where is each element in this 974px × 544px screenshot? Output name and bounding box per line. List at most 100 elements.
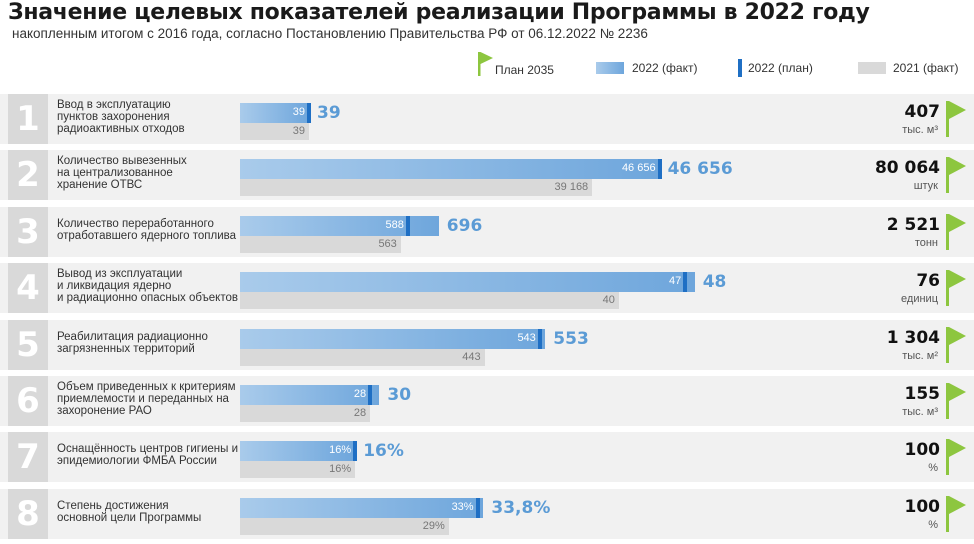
indicator-label-line: и радиационно опасных объектов (57, 292, 238, 304)
plan-2035-flag-icon (946, 214, 966, 250)
plan-2035-flag-icon (946, 270, 966, 306)
bar-fact-2022 (240, 272, 695, 292)
plan-2022-marker (368, 385, 373, 405)
row-background (0, 432, 974, 482)
row-number: 1 (8, 94, 48, 144)
plan-2035-flag-icon (946, 496, 966, 532)
bar-fact-2021 (240, 292, 619, 309)
target-2035-value: 2 521 (886, 215, 940, 235)
fact-2021-value-label: 29% (422, 520, 445, 532)
plan-2022-value-label: 16% (329, 444, 352, 456)
target-2035-unit: % (928, 519, 938, 531)
indicator-label-line: захоронение РАО (57, 405, 152, 417)
plan-2022-value-label: 39 (292, 106, 305, 118)
plan-2022-marker (683, 272, 688, 292)
bar-fact-2022 (240, 159, 660, 179)
row-number: 6 (8, 376, 48, 426)
plan-2022-marker (657, 159, 662, 179)
legend-fact2022-swatch (596, 62, 624, 74)
target-2035-unit: единиц (901, 293, 938, 305)
indicator-label-line: эпидемиологии ФМБА России (57, 455, 217, 467)
row-background (0, 376, 974, 426)
row-background (0, 207, 974, 257)
indicator-label: Оснащённость центров гигиены и эпидемиоло… (57, 443, 247, 467)
indicator-label-line: Количество вывезенных (57, 155, 187, 167)
indicator-label-line: Вывод из эксплуатации (57, 268, 183, 280)
indicator-label-line: и ликвидация ядерно (57, 280, 172, 292)
plan-2035-flag-icon (946, 157, 966, 193)
fact-2022-value-label: 33,8% (491, 498, 551, 518)
indicator-label-line: Оснащённость центров гигиены и (57, 443, 239, 455)
target-2035-value: 1 304 (886, 328, 940, 348)
indicator-label: Объем приведенных к критериям приемлемост… (57, 381, 247, 417)
fact-2021-value-label: 28 (353, 407, 367, 419)
row-background (0, 94, 974, 144)
plan-2035-flag-icon (946, 327, 966, 363)
indicator-label: Вывод из эксплуатации и ликвидация ядерно… (57, 268, 247, 304)
plan-2022-value-label: 33% (451, 501, 474, 513)
bar-fact-2022 (240, 216, 439, 236)
indicator-label-line: Ввод в эксплуатацию (57, 99, 171, 111)
legend-plan2022-swatch (738, 59, 742, 77)
indicator-label-line: радиоактивных отходов (57, 123, 185, 135)
bar-fact-2021 (240, 349, 485, 366)
target-2035-value: 76 (916, 271, 940, 291)
fact-2021-value-label: 443 (462, 351, 481, 363)
row-number: 7 (8, 432, 48, 482)
bar-fact-2022 (240, 385, 380, 405)
bar-fact-2021 (240, 179, 593, 196)
plan-2022-marker (353, 441, 358, 461)
indicator-label-line: загрязненных территорий (57, 343, 195, 355)
fact-2021-value-label: 39 168 (554, 181, 589, 193)
fact-2022-value-label: 39 (317, 103, 341, 123)
plan-2022-marker (307, 103, 311, 123)
target-2035-value: 407 (904, 102, 941, 122)
target-2035-unit: тыс. м³ (902, 124, 938, 136)
plan-2035-flag-icon (946, 383, 966, 419)
indicator-label-line: Реабилитация радиационно (57, 331, 208, 343)
indicator-label-line: хранение ОТВС (57, 179, 143, 191)
chart-subtitle: накопленным итогом с 2016 года, согласно… (12, 26, 648, 41)
legend-fact2022: 2022 (факт) (632, 61, 698, 75)
bar-fact-2021 (240, 518, 449, 535)
fact-2021-value-label: 563 (378, 238, 397, 250)
fact-2022-value-label: 46 656 (667, 159, 733, 179)
target-2035-unit: тыс. м² (902, 350, 938, 362)
fact-2022-value-label: 48 (702, 272, 727, 292)
indicator-label-line: основной цели Программы (57, 512, 202, 524)
plan-2022-marker (475, 498, 480, 518)
target-2035-unit: % (928, 462, 938, 474)
plan-2022-value-label: 47 (669, 275, 682, 287)
indicator-label-line: Объем приведенных к критериям (57, 381, 236, 393)
indicator-label: Степень достижения основной цели Программ… (57, 500, 247, 524)
bar-fact-2022 (240, 103, 309, 123)
plan-2022-value-label: 588 (385, 219, 404, 231)
plan-2022-value-label: 28 (353, 388, 367, 400)
indicator-label: Реабилитация радиационно загрязненных тер… (57, 331, 247, 355)
legend-fact2021-swatch (858, 62, 886, 74)
bar-fact-2021 (240, 461, 356, 478)
target-2035-value: 80 064 (874, 158, 940, 178)
fact-2021-value-label: 39 (292, 125, 305, 137)
target-2035-unit: штук (913, 180, 938, 192)
indicator-label-line: приемлемости и переданных на (57, 393, 229, 405)
legend-fact2021: 2021 (факт) (893, 61, 959, 75)
plan-2022-value-label: 46 656 (621, 162, 656, 174)
target-2035-value: 100 (904, 440, 941, 460)
row-number: 4 (8, 263, 48, 313)
legend-plan2035: План 2035 (495, 63, 554, 77)
fact-2022-value-label: 16% (363, 441, 404, 461)
legend-plan2022: 2022 (план) (748, 61, 813, 75)
fact-2021-value-label: 16% (329, 463, 352, 475)
indicator-label-line: на централизованное (57, 167, 173, 179)
plan-2022-value-label: 543 (517, 332, 536, 344)
fact-2022-value-label: 696 (446, 216, 483, 236)
plan-2022-marker (537, 329, 542, 349)
indicator-label-line: Количество переработанного (57, 218, 214, 230)
plan-2022-marker (405, 216, 410, 236)
plan-2035-flag-icon (946, 101, 966, 137)
row-number: 3 (8, 207, 48, 257)
indicator-label-line: отработавшего ядерного топлива (57, 230, 237, 242)
plan-2035-flag-icon (946, 439, 966, 475)
target-2035-value: 155 (904, 384, 941, 404)
